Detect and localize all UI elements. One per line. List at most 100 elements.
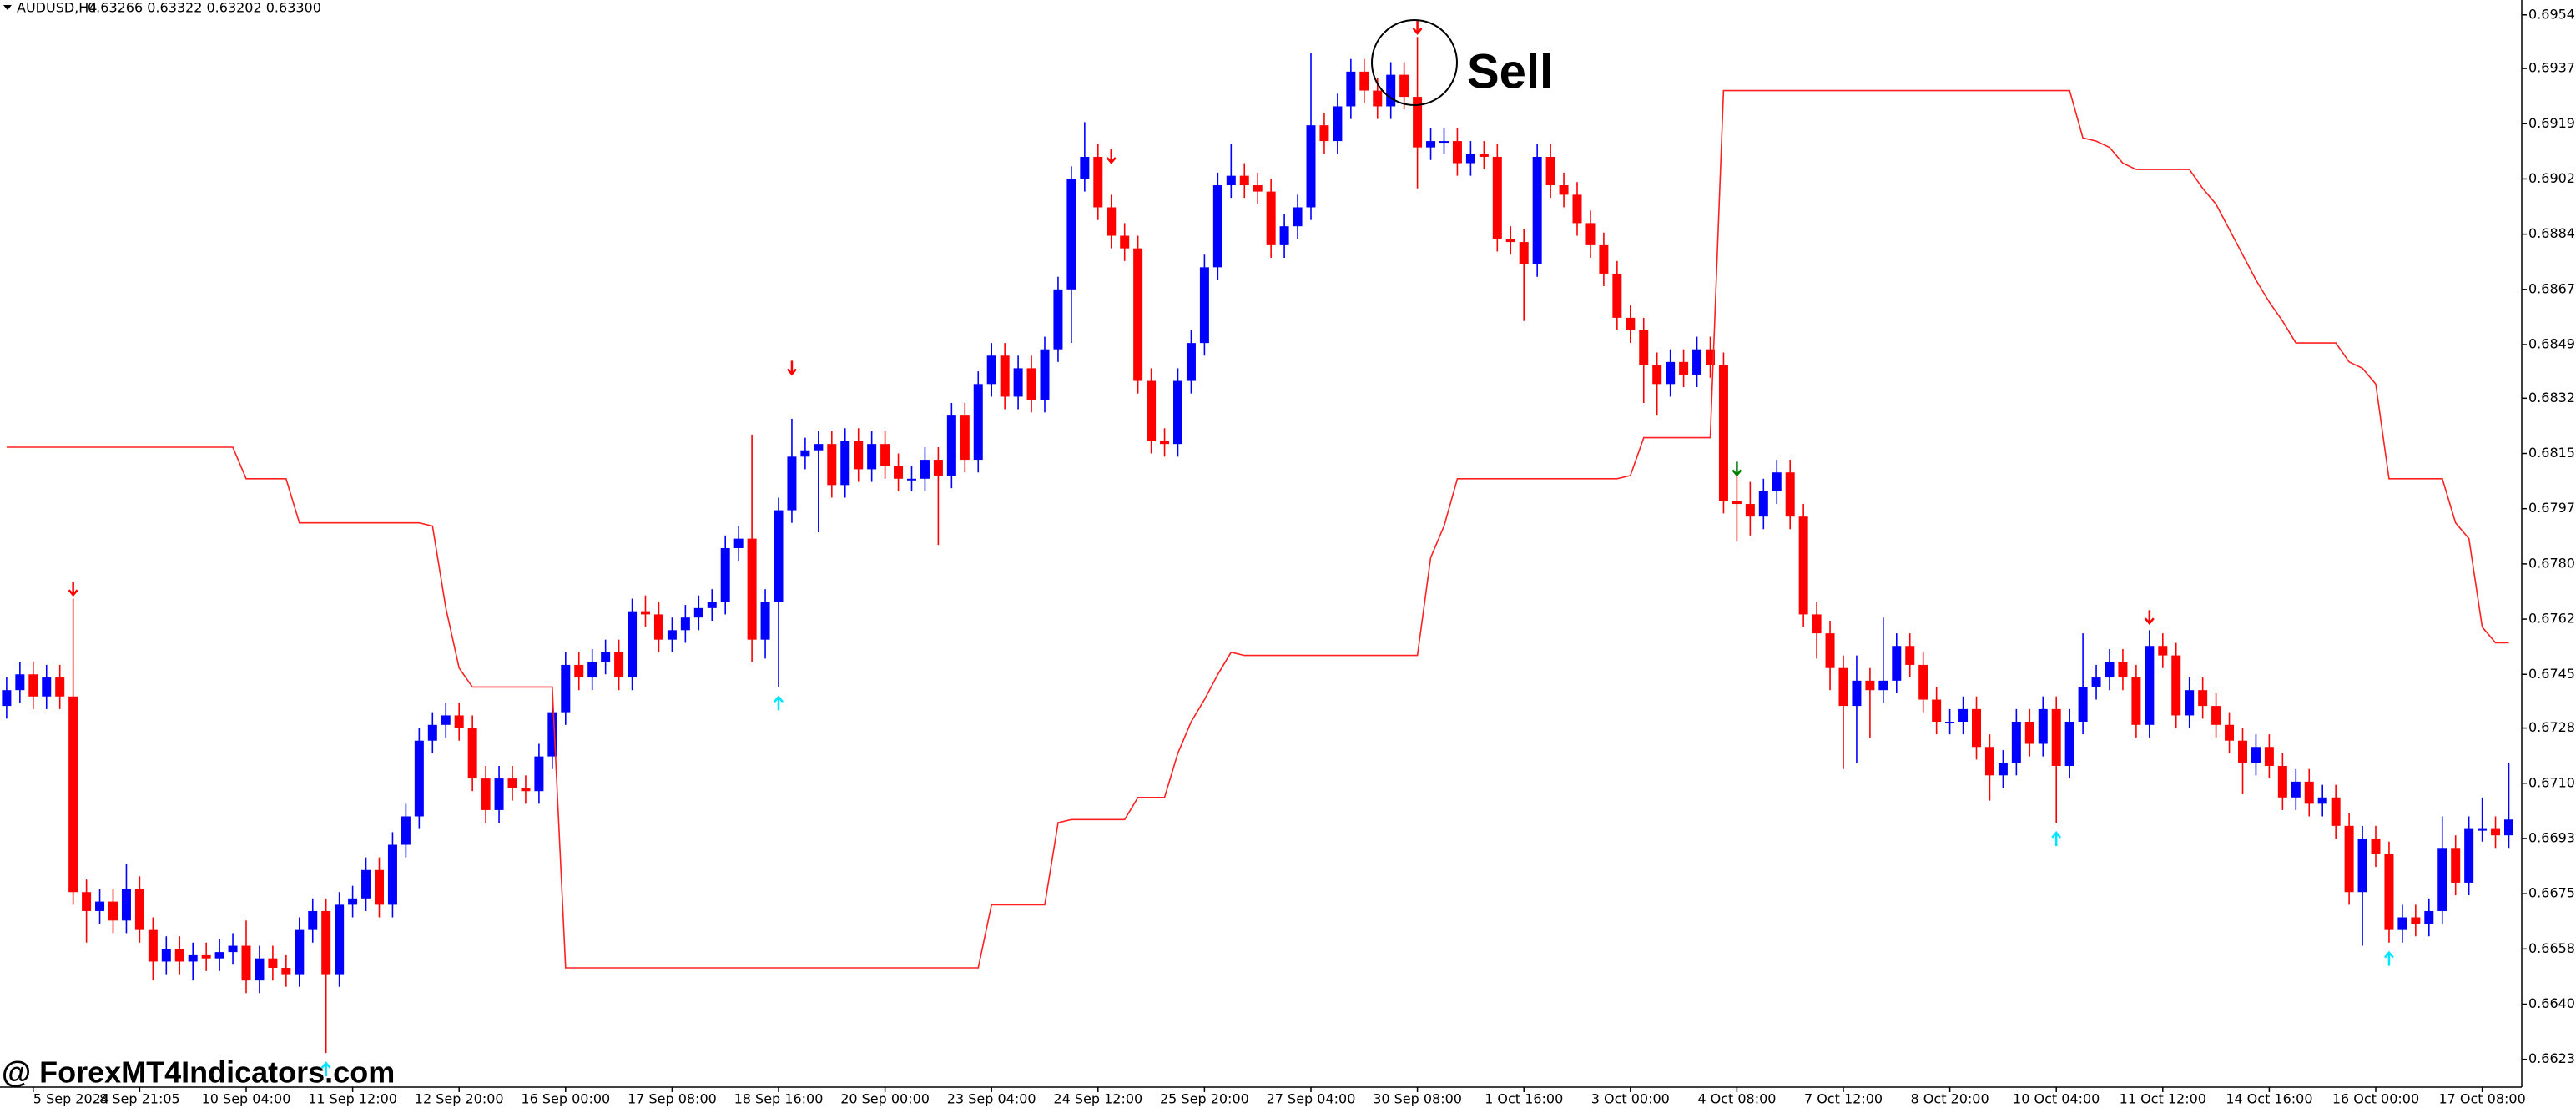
candle-body bbox=[1479, 154, 1489, 157]
candle-body bbox=[2024, 722, 2034, 744]
candle-body bbox=[42, 677, 52, 697]
y-tick-label: 0.67975 bbox=[2528, 500, 2576, 516]
signal-arrow bbox=[68, 582, 78, 597]
candle-body bbox=[2491, 828, 2501, 836]
y-tick-label: 0.66755 bbox=[2528, 885, 2576, 901]
candle-body bbox=[1732, 501, 1742, 505]
x-tick-label: 1 Oct 16:00 bbox=[1485, 1091, 1563, 1107]
annotation-circle bbox=[1371, 19, 1458, 106]
candle-body bbox=[547, 712, 557, 757]
candle-body bbox=[1692, 349, 1702, 375]
candle-body bbox=[1399, 74, 1409, 98]
candle-body bbox=[2145, 646, 2155, 725]
candle-body bbox=[1865, 680, 1875, 691]
candle-body bbox=[241, 945, 251, 981]
candle-body bbox=[1173, 380, 1182, 445]
y-tick-label: 0.68325 bbox=[2528, 390, 2576, 405]
x-tick-label: 18 Sep 16:00 bbox=[734, 1091, 824, 1107]
candle-body bbox=[960, 416, 970, 461]
candle-body bbox=[1319, 125, 1329, 142]
menu-triangle[interactable] bbox=[3, 5, 12, 10]
candle-body bbox=[1532, 156, 1542, 264]
candle-body bbox=[1998, 763, 2008, 776]
candle-body bbox=[1186, 343, 1196, 381]
candle-body bbox=[2291, 781, 2301, 798]
candle-body bbox=[454, 715, 464, 728]
candle-body bbox=[1772, 472, 1782, 491]
candle-body bbox=[1013, 368, 1023, 397]
candle-body bbox=[1413, 97, 1423, 148]
candle-body bbox=[680, 617, 690, 631]
candle-body bbox=[1932, 699, 1942, 723]
candle-body bbox=[1918, 664, 1928, 700]
y-tick-label: 0.66230 bbox=[2528, 1050, 2576, 1066]
candle-body bbox=[1306, 125, 1316, 208]
candle-body bbox=[1120, 235, 1130, 249]
candle-body bbox=[1239, 175, 1249, 186]
candle-body bbox=[1758, 491, 1768, 517]
x-tick-label: 16 Sep 00:00 bbox=[521, 1091, 610, 1107]
candle-body bbox=[973, 384, 983, 461]
candle-body bbox=[1373, 90, 1383, 107]
candle-body bbox=[1359, 71, 1369, 91]
y-tick-label: 0.69195 bbox=[2528, 115, 2576, 131]
candle-body bbox=[614, 652, 624, 678]
symbol-label: AUDUSD,H4 bbox=[17, 0, 97, 16]
x-tick-label: 8 Oct 20:00 bbox=[1911, 1091, 1989, 1107]
candle-body bbox=[1612, 273, 1622, 318]
candle-body bbox=[2158, 646, 2168, 656]
candle-body bbox=[2371, 838, 2381, 854]
candle-body bbox=[15, 674, 25, 691]
signal-arrow bbox=[2383, 950, 2394, 966]
candle-body bbox=[907, 478, 916, 481]
candle-body bbox=[295, 929, 305, 975]
candle-body bbox=[2078, 687, 2088, 723]
candle-body bbox=[335, 904, 345, 975]
candle-body bbox=[1492, 156, 1502, 239]
candle-body bbox=[1147, 380, 1157, 441]
candle-body bbox=[2105, 662, 2115, 678]
candle-body bbox=[2504, 819, 2513, 836]
candle-body bbox=[1386, 74, 1396, 107]
candle-body bbox=[1226, 175, 1236, 186]
candle-body bbox=[2091, 677, 2101, 687]
candle-body bbox=[693, 607, 703, 618]
candle-body bbox=[2, 690, 12, 707]
candle-body bbox=[2011, 722, 2021, 763]
candle-body bbox=[2185, 690, 2195, 716]
candle-body bbox=[787, 456, 797, 511]
candle-body bbox=[1666, 361, 1676, 385]
candle-body bbox=[1972, 708, 1981, 748]
candle-body bbox=[521, 788, 531, 792]
candle-body bbox=[55, 677, 65, 697]
candle-body bbox=[2238, 740, 2247, 763]
x-tick-label: 17 Oct 08:00 bbox=[2438, 1091, 2525, 1107]
candle-body bbox=[1572, 194, 1582, 224]
candle-body bbox=[1706, 349, 1715, 365]
candle-body bbox=[387, 844, 397, 905]
candle-body bbox=[854, 441, 864, 470]
candle-body bbox=[1984, 747, 1994, 776]
candle-body bbox=[1599, 244, 1609, 274]
signal-arrow bbox=[2144, 610, 2155, 626]
candle-body bbox=[1253, 185, 1263, 192]
candle-body bbox=[2317, 797, 2327, 804]
y-tick-label: 0.68495 bbox=[2528, 336, 2576, 352]
candle-body bbox=[2451, 848, 2461, 883]
candle-body bbox=[188, 954, 198, 962]
candle-body bbox=[1452, 141, 1462, 164]
signal-arrow bbox=[786, 360, 797, 376]
candle-body bbox=[28, 674, 38, 697]
candle-body bbox=[1838, 667, 1848, 707]
candle-body bbox=[1066, 179, 1076, 290]
candle-body bbox=[1945, 722, 1955, 724]
candle-body bbox=[574, 664, 584, 678]
x-tick-label: 12 Sep 20:00 bbox=[415, 1091, 504, 1107]
candle-body bbox=[148, 929, 158, 962]
candle-body bbox=[214, 952, 224, 959]
candle-body bbox=[2064, 722, 2074, 766]
candle-body bbox=[507, 778, 517, 788]
candle-body bbox=[1798, 516, 1808, 615]
